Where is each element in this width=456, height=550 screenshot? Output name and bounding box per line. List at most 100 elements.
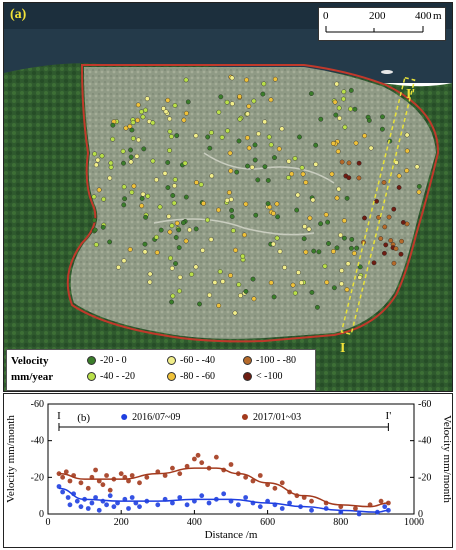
scale-unit: m [433,10,442,22]
ps-point [383,242,389,248]
ps-point [135,117,141,123]
data-point [129,473,135,478]
ps-point [289,171,295,177]
ps-point [244,135,250,141]
ps-point [201,200,206,206]
data-point [385,507,391,513]
data-point [104,473,109,478]
ps-point [356,160,362,166]
ps-point [388,238,394,243]
ps-point [183,194,189,200]
ps-point [197,301,202,307]
ps-point [344,195,350,201]
x-tick-label: 0 [46,517,51,528]
x-tick-label: 1000 [404,517,424,528]
ps-point [229,214,235,220]
map-panel-label: (a) [10,7,27,22]
data-point [323,500,329,506]
ps-point [251,98,257,104]
ps-point [193,264,199,270]
ps-point [271,294,277,300]
data-point [162,473,168,478]
ps-point [135,102,141,108]
data-point [107,493,113,499]
data-point [378,498,384,504]
ps-point [345,261,351,267]
ps-point [110,122,116,128]
chart-panel: 0 200 400 600 800 1000 -60 -60 -40 -40 -20 -20 0 0 Dis… [3,393,453,548]
ps-point [245,111,251,117]
ps-point [194,180,199,185]
data-point [65,495,71,500]
ps-point [341,89,347,95]
ps-point [121,258,127,264]
data-point [309,507,314,513]
data-point [67,502,73,508]
ps-point [277,249,283,254]
ps-point [172,177,178,183]
ps-point [268,142,274,148]
data-point [162,496,168,502]
data-point [60,489,66,495]
data-point [89,474,95,480]
y-tick-label-left: -60 [31,399,44,410]
ps-point [356,175,362,181]
ps-point [326,241,331,246]
ps-point [153,177,159,183]
profile-end-label: I' [386,410,392,422]
legend-item: -80 - -60 [167,371,215,382]
ps-point [262,119,268,125]
ps-point [142,241,148,247]
ps-point [238,293,243,298]
ps-point [348,106,353,112]
data-point [199,493,205,499]
data-point [184,463,190,469]
ps-point [292,290,298,296]
data-point [144,474,150,480]
data-point [243,495,249,500]
data-point [221,491,227,497]
data-point [122,496,128,502]
ps-point [169,299,175,305]
ps-point [379,126,385,132]
legend-item: -40 - -20 [87,371,135,382]
data-point [265,498,270,504]
ps-point [92,151,98,157]
ps-point [193,133,199,139]
ps-point [167,229,173,235]
ps-point [341,96,346,102]
ps-point [374,198,379,204]
ps-point [127,124,133,129]
ps-point [362,215,367,221]
data-point [192,498,197,504]
data-point [71,491,77,497]
data-point [257,473,263,478]
ps-point [99,153,105,159]
ps-point [308,91,314,97]
ps-point [416,189,422,195]
ps-point [297,134,302,140]
ps-point [299,165,305,171]
ps-point [174,220,180,226]
data-point [78,504,84,510]
ps-point [250,276,256,282]
ps-point [303,249,309,255]
ps-point [140,114,146,120]
x-tick-label: 200 [114,517,129,528]
ps-point [141,146,147,152]
ps-point [237,116,243,122]
scale-tick-0: 0 [323,10,329,22]
ps-point [93,242,99,248]
chart-labels: 0 200 400 600 800 1000-60 -60-40 -40-20 -200 0Dis… [5,399,452,541]
ps-point [183,110,189,116]
data-point [287,489,292,495]
data-point [272,485,278,491]
data-point [155,469,161,475]
ps-point [216,303,222,308]
ps-point [242,232,247,238]
ps-point [351,250,357,256]
ps-point [303,179,309,185]
x-tick-label: 400 [187,517,202,528]
ps-point [336,105,342,111]
data-point [107,487,113,493]
